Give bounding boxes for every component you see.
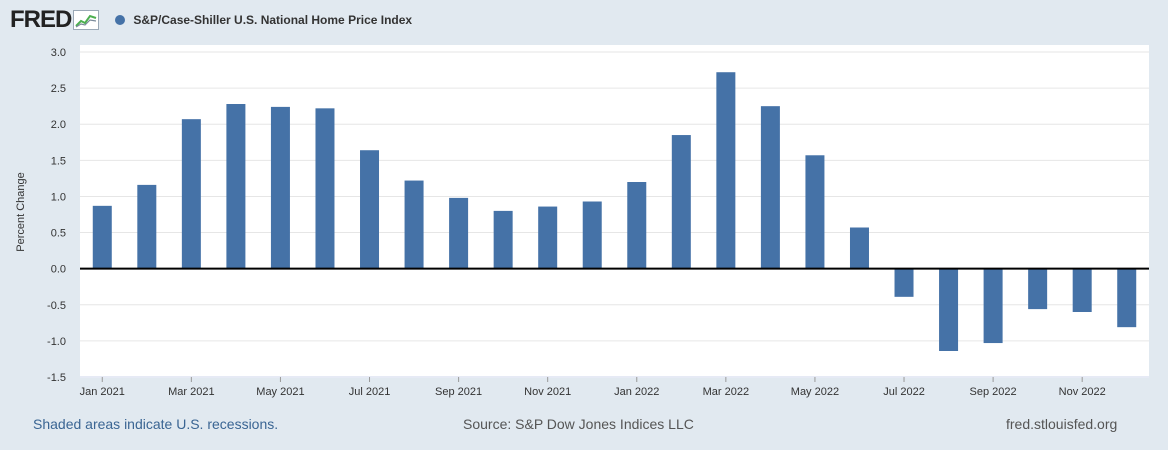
x-tick-label: May 2021 <box>256 386 304 398</box>
y-tick-label: 3.0 <box>51 47 66 59</box>
source-text: Source: S&P Dow Jones Indices LLC <box>463 416 694 432</box>
bar[interactable] <box>1117 268 1137 328</box>
bar[interactable] <box>181 119 201 269</box>
bar[interactable] <box>449 197 469 269</box>
bar[interactable] <box>404 180 424 269</box>
y-axis-ticks: 3.0 2.5 2.0 1.5 1.0 0.5 0.0 -0.5 -1.0 -1.5 <box>47 47 66 384</box>
plot-area <box>80 45 1149 378</box>
bar[interactable] <box>805 155 825 269</box>
x-tick-label: Jul 2022 <box>883 386 925 398</box>
bar[interactable] <box>137 184 157 269</box>
bar[interactable] <box>493 210 513 269</box>
y-tick-label: 0.5 <box>51 228 66 240</box>
x-tick-label: Sep 2022 <box>970 386 1017 398</box>
chart-legend[interactable]: S&P/Case-Shiller U.S. National Home Pric… <box>115 13 412 27</box>
bar[interactable] <box>760 106 780 269</box>
bar[interactable] <box>627 182 647 269</box>
y-tick-label: -0.5 <box>47 300 66 312</box>
bar[interactable] <box>226 104 246 269</box>
bar[interactable] <box>939 268 959 351</box>
x-tick-label: May 2022 <box>791 386 839 398</box>
y-tick-label: -1.5 <box>47 372 66 384</box>
bars <box>92 72 1137 351</box>
fred-logo[interactable]: FRED <box>10 6 72 33</box>
bar[interactable] <box>849 227 869 269</box>
x-tick-label: Sep 2021 <box>435 386 482 398</box>
legend-series-marker <box>115 15 126 25</box>
bar[interactable] <box>360 150 380 269</box>
bar[interactable] <box>92 205 112 269</box>
bar[interactable] <box>1072 268 1092 312</box>
bar-chart[interactable]: 3.0 2.5 2.0 1.5 1.0 0.5 0.0 -0.5 -1.0 -1.5 Jan 20… <box>0 0 1168 400</box>
y-tick-label: 1.5 <box>51 155 66 167</box>
chart-header: FRED S&P/Case-Shiller U.S. National Home… <box>10 6 412 34</box>
y-tick-label: 0.0 <box>51 264 66 276</box>
bar[interactable] <box>894 268 914 297</box>
bar[interactable] <box>582 201 602 269</box>
bar[interactable] <box>538 206 558 269</box>
bar[interactable] <box>1028 268 1048 310</box>
fred-chart-logo-icon <box>73 10 100 30</box>
bar[interactable] <box>270 106 290 269</box>
y-tick-label: 2.5 <box>51 83 66 95</box>
x-tick-label: Mar 2021 <box>168 386 214 398</box>
x-tick-label: Nov 2022 <box>1059 386 1106 398</box>
bar[interactable] <box>315 108 335 269</box>
x-axis-ticks: Jan 2021 Mar 2021 May 2021 Jul 2021 Sep 2021… <box>80 376 1149 398</box>
site-url[interactable]: fred.stlouisfed.org <box>1006 416 1118 432</box>
y-tick-label: 2.0 <box>51 119 66 131</box>
x-tick-label: Jul 2021 <box>349 386 391 398</box>
x-tick-label: Jan 2022 <box>614 386 659 398</box>
x-tick-label: Jan 2021 <box>80 386 125 398</box>
y-axis-label: Percent Change <box>15 172 27 252</box>
bar[interactable] <box>716 72 736 269</box>
y-tick-label: 1.0 <box>51 191 66 203</box>
x-tick-label: Mar 2022 <box>703 386 749 398</box>
x-tick-label: Nov 2021 <box>524 386 571 398</box>
recession-note[interactable]: Shaded areas indicate U.S. recessions. <box>33 416 279 432</box>
chart-title: S&P/Case-Shiller U.S. National Home Pric… <box>133 13 413 27</box>
bar[interactable] <box>671 135 691 269</box>
bar[interactable] <box>983 268 1003 344</box>
y-tick-label: -1.0 <box>47 336 66 348</box>
